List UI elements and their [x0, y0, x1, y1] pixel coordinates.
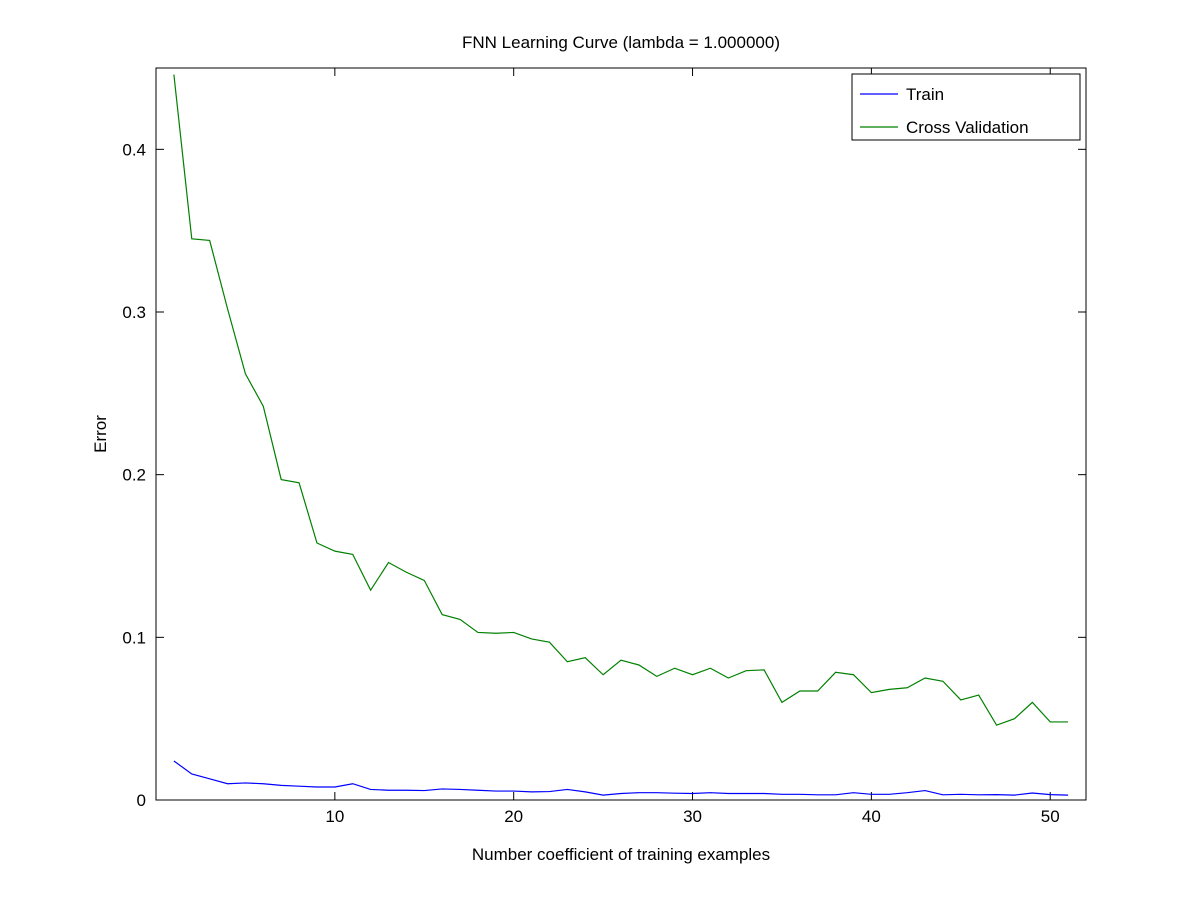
legend-label-train: Train [906, 85, 944, 104]
legend-box [851, 73, 1081, 141]
y-axis-label: Error [91, 415, 110, 453]
x-tick-label: 40 [862, 807, 881, 826]
series-line-train [173, 760, 1069, 796]
legend: Train Cross Validation [851, 73, 1081, 141]
y-tick-label: 0 [137, 791, 146, 810]
series-lines [173, 74, 1069, 796]
series-line-cross-validation [173, 74, 1069, 726]
y-tick-label: 0.2 [122, 466, 146, 485]
axis-ticks: 10 20 30 40 50 0 0.1 0.2 0.3 0.4 [122, 68, 1086, 826]
plot-area [155, 67, 1087, 801]
x-tick-label: 10 [325, 807, 344, 826]
y-tick-label: 0.1 [122, 628, 146, 647]
chart-title: FNN Learning Curve (lambda = 1.000000) [462, 33, 780, 52]
x-tick-label: 50 [1041, 807, 1060, 826]
x-tick-label: 30 [683, 807, 702, 826]
x-axis-label: Number coefficient of training examples [472, 845, 770, 864]
y-tick-label: 0.3 [122, 303, 146, 322]
x-tick-label: 20 [504, 807, 523, 826]
legend-label-cross-validation: Cross Validation [906, 118, 1029, 137]
y-tick-label: 0.4 [122, 140, 146, 159]
